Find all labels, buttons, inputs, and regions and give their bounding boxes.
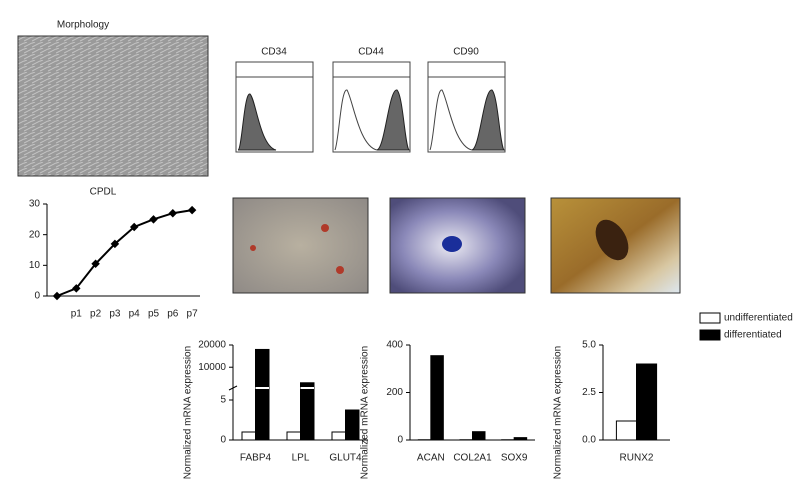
line [56,209,193,297]
chart-title: CPDL [90,187,117,198]
x-tick-label: p4 [129,309,141,320]
x-tick-label: LPL [292,453,310,464]
y-tick-label: 2.5 [582,387,596,398]
panel-title: CD44 [358,47,384,58]
y-tick-label: 200 [386,387,403,398]
bar [513,437,528,441]
stain-spot [595,219,629,261]
bar [331,431,346,441]
point [187,205,197,215]
point [110,239,120,249]
y-tick-label: 0 [397,435,403,446]
panel-title: CD34 [261,47,287,58]
y-axis-label: Normalized mRNA expression [360,346,371,479]
x-tick-label: p3 [109,309,121,320]
stain-spot [442,236,462,252]
x-tick-label: SOX9 [501,453,528,464]
stain-spot [336,266,344,274]
flow-histogram [237,93,277,151]
flow-histogram [376,89,411,151]
y-tick-label: 5.0 [582,340,596,351]
x-tick-label: GLUT4 [329,453,362,464]
panel-title: CD90 [453,47,479,58]
y-tick-label: 20000 [198,340,226,351]
legend-label: undifferentiated [724,313,793,324]
bar [241,431,256,441]
flow-histogram [471,89,506,151]
x-tick-label: RUNX2 [620,453,654,464]
y-tick-label: 10 [29,260,41,271]
y-tick-label: 10000 [198,362,226,373]
legend-label: differentiated [724,330,782,341]
y-axis-label: Normalized mRNA expression [183,346,194,479]
y-tick-label: 20 [29,229,41,240]
x-tick-label: ACAN [417,453,445,464]
point [91,259,100,269]
bar [300,382,315,441]
axis-break [228,385,238,391]
bar [286,431,301,441]
y-tick-label: 0 [220,435,226,446]
stain-spot [321,224,329,232]
legend-swatch [699,312,721,324]
stain-spot [250,245,256,251]
flow-control [334,89,378,151]
point [72,284,81,293]
bar [255,348,270,441]
legend-swatch [699,329,721,341]
x-tick-label: COL2A1 [453,453,492,464]
x-tick-label: p2 [90,309,102,320]
point [52,291,62,301]
y-tick-label: 400 [386,340,403,351]
point [129,222,139,232]
x-tick-label: FABP4 [240,453,272,464]
bar [636,363,658,441]
y-tick-label: 0.0 [582,435,596,446]
morphology-image [17,35,209,177]
bar [615,420,638,441]
y-tick-label: 30 [29,199,41,210]
adipogenesis-image [232,197,369,294]
point [149,215,158,224]
y-tick-label: 0 [34,291,40,302]
y-axis-label: Normalized mRNA expression [553,346,564,479]
x-tick-label: p5 [148,309,160,320]
x-tick-label: p7 [187,309,199,320]
point [168,208,178,218]
x-tick-label: p6 [167,309,179,320]
flow-control [429,89,473,151]
x-tick-label: p1 [71,309,83,320]
y-tick-label: 5 [220,395,226,406]
bar [430,355,444,441]
bar [472,431,486,441]
panel-title: Morphology [57,20,109,31]
bar [345,409,360,441]
